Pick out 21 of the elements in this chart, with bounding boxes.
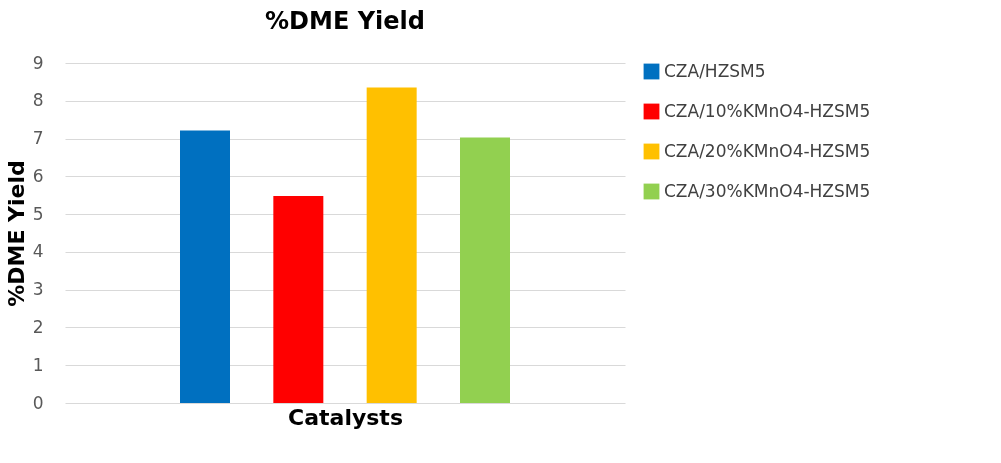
y-tick-label: 1 — [32, 354, 44, 375]
y-tick-label: 0 — [32, 392, 44, 413]
legend-label: CZA/30%KMnO4-HZSM5 — [664, 180, 871, 201]
y-tick-label: 3 — [32, 279, 44, 300]
y-tick-label: 8 — [32, 90, 44, 111]
y-tick-label: 6 — [32, 165, 44, 186]
chart-title: %DME Yield — [265, 7, 425, 35]
bar — [366, 87, 417, 403]
y-tick-label: 4 — [32, 241, 44, 262]
legend-label: CZA/10%KMnO4-HZSM5 — [664, 100, 871, 121]
legend-label: CZA/20%KMnO4-HZSM5 — [664, 140, 871, 161]
y-tick-label: 9 — [32, 52, 44, 73]
bar — [273, 195, 324, 403]
bar — [460, 137, 510, 403]
y-tick-label: 2 — [32, 316, 44, 337]
y-axis-title: %DME Yield — [3, 160, 29, 307]
bar — [180, 130, 230, 403]
legend-label: CZA/HZSM5 — [664, 60, 766, 81]
y-tick-label: 7 — [32, 128, 44, 149]
y-tick-label: 5 — [32, 203, 44, 224]
x-axis-title: Catalysts — [288, 404, 403, 430]
